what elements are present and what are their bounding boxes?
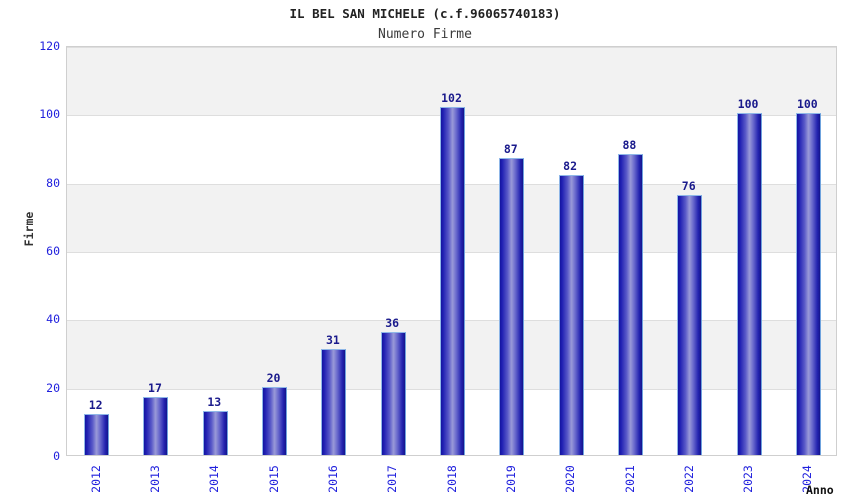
bar[interactable] [262, 386, 288, 455]
bar-value-label: 100 [737, 97, 759, 112]
bar[interactable] [202, 410, 228, 455]
x-tick-label-text: 2019 [503, 465, 518, 493]
bar-value-label: 76 [681, 179, 696, 194]
bar[interactable] [558, 174, 584, 455]
bar[interactable] [677, 195, 703, 455]
bar[interactable] [617, 154, 643, 455]
x-tick-label: 2017 [362, 458, 422, 493]
x-tick-label: 2019 [481, 458, 541, 493]
bar[interactable] [440, 106, 465, 455]
x-tick-label-text: 2020 [563, 465, 578, 493]
x-tick-label: 2021 [599, 458, 659, 493]
x-tick-label-text: 2016 [325, 465, 340, 493]
bar[interactable] [795, 113, 821, 455]
bar[interactable] [499, 157, 525, 455]
chart-title-block: IL BEL SAN MICHELE (c.f.96065740183) Num… [0, 0, 850, 42]
bar-value-label: 100 [796, 97, 818, 112]
y-axis-title: Firme [22, 211, 36, 247]
x-tick-label-text: 2013 [147, 465, 162, 493]
x-tick-label-text: 2015 [266, 465, 281, 493]
bar-value-label: 31 [325, 333, 340, 348]
page-title: IL BEL SAN MICHELE (c.f.96065740183) [289, 6, 561, 21]
x-tick-label-text: 2023 [741, 465, 756, 493]
x-tick-label: 2022 [659, 458, 719, 493]
x-axis: 2012 2013 2014 2015 2016 2017 2018 2019 2020 2021… [66, 458, 837, 500]
x-tick-label: 2023 [718, 458, 778, 493]
bar[interactable] [84, 414, 110, 455]
x-tick-label-text: 2021 [622, 465, 637, 493]
bar-value-label: 12 [88, 398, 103, 412]
bar-value-label: 88 [622, 138, 637, 153]
bar-value-label: 87 [503, 141, 518, 156]
bar-value-label: 82 [563, 158, 578, 173]
bars-layer [67, 47, 836, 455]
background-band [67, 47, 836, 116]
y-tick-label: 40 [46, 312, 60, 327]
y-tick-label: 60 [46, 244, 60, 258]
x-tick-label-text: 2018 [444, 465, 459, 493]
x-tick-label: 2014 [184, 458, 244, 493]
y-tick-label: 20 [46, 380, 60, 395]
bar[interactable] [321, 349, 347, 455]
plot-area [66, 46, 837, 456]
y-tick-label: 100 [39, 107, 60, 122]
x-tick-label-text: 2014 [207, 465, 222, 493]
y-tick-label: 0 [53, 449, 60, 463]
bar-value-label: 13 [207, 394, 222, 409]
bar-value-label: 17 [148, 380, 162, 395]
x-tick-label: 2018 [422, 458, 482, 493]
x-tick-label-text: 2012 [88, 465, 103, 493]
bar-value-label: 20 [266, 370, 281, 385]
bar-value-label: 102 [441, 90, 462, 105]
x-tick-label: 2024 [777, 458, 837, 493]
x-tick-label-text: 2017 [385, 465, 400, 493]
chart-subtitle: Numero Firme [378, 27, 472, 42]
x-tick-label: 2016 [303, 458, 363, 493]
bar[interactable] [380, 332, 406, 455]
x-tick-label-text: 2022 [681, 465, 696, 493]
y-tick-label: 120 [39, 39, 60, 53]
x-tick-label: 2013 [125, 458, 185, 493]
x-axis-title: Anno [806, 483, 834, 497]
x-tick-label: 2020 [540, 458, 600, 493]
bar-value-label: 36 [385, 316, 400, 330]
y-axis: 0 20 40 60 80 100 120 [0, 39, 60, 463]
gridline [67, 47, 836, 48]
x-tick-label: 2012 [66, 458, 126, 493]
bar[interactable] [736, 113, 762, 455]
bar[interactable] [143, 396, 169, 455]
x-tick-label: 2015 [244, 458, 304, 493]
y-tick-label: 80 [46, 175, 60, 190]
